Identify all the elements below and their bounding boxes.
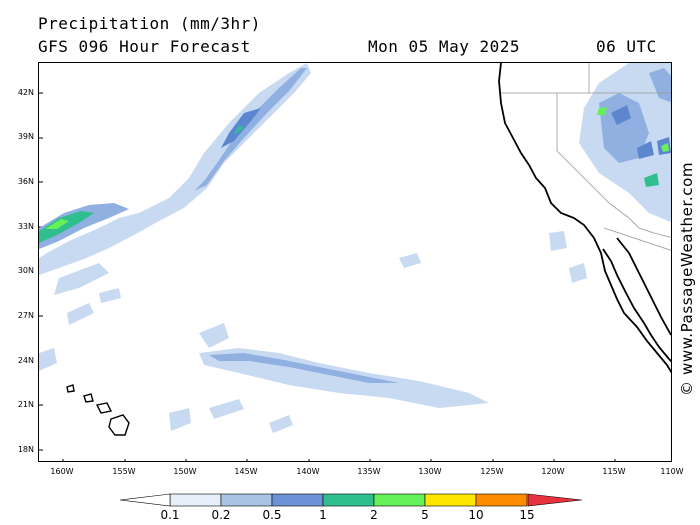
legend-level-0-5: 0.5 (262, 508, 282, 522)
lon-label-155w: 155W (112, 467, 136, 476)
lat-label-24n: 24N (17, 356, 34, 365)
lat-label-36n: 36N (17, 177, 34, 186)
legend-level-15: 15 (519, 508, 535, 522)
legend-swatch (271, 493, 324, 507)
legend-right-arrow (527, 493, 583, 507)
precipitation-map[interactable] (38, 62, 672, 462)
forecast-time: 06 UTC (596, 37, 657, 56)
lon-label-110w: 110W (660, 467, 684, 476)
lat-label-39n: 39N (17, 132, 34, 141)
legend-swatch (373, 493, 426, 507)
hawaiian-islands (66, 384, 130, 436)
lon-label-160w: 160W (50, 467, 74, 476)
lon-label-120w: 120W (541, 467, 565, 476)
legend-level-0-1: 0.1 (160, 508, 180, 522)
lat-label-42n: 42N (17, 88, 34, 97)
legend-level-5: 5 (421, 508, 429, 522)
lon-label-140w: 140W (296, 467, 320, 476)
legend-level-10: 10 (468, 508, 484, 522)
rain-band-diagonal (39, 63, 311, 275)
lat-label-33n: 33N (17, 222, 34, 231)
map-canvas (39, 63, 671, 461)
lon-label-130w: 130W (418, 467, 442, 476)
forecast-subtitle: GFS 096 Hour Forecast (38, 37, 251, 56)
lat-label-21n: 21N (17, 400, 34, 409)
lat-label-27n: 27N (17, 311, 34, 320)
legend-left-arrow (119, 493, 171, 507)
lat-label-30n: 30N (17, 266, 34, 275)
legend-swatch (424, 493, 477, 507)
axis-ticks (39, 92, 616, 461)
lon-label-135w: 135W (357, 467, 381, 476)
rain-patches-central (39, 253, 421, 433)
coastline (498, 63, 671, 374)
legend-level-2: 2 (370, 508, 378, 522)
legend-level-0-2: 0.2 (211, 508, 231, 522)
lon-label-125w: 125W (480, 467, 504, 476)
legend-level-1: 1 (319, 508, 327, 522)
legend-color-bar (169, 493, 528, 507)
legend-swatch (322, 493, 375, 507)
legend-swatch (475, 493, 528, 507)
state-borders (501, 63, 671, 251)
forecast-date: Mon 05 May 2025 (368, 37, 520, 56)
lat-label-18n: 18N (17, 445, 34, 454)
legend-swatch (220, 493, 273, 507)
rain-band-southern (199, 348, 489, 408)
legend-swatch (169, 493, 222, 507)
rain-cells-west-coast (549, 63, 671, 283)
lon-label-145w: 145W (234, 467, 258, 476)
lon-label-115w: 115W (602, 467, 626, 476)
passageweather-credit: © www.PassageWeather.com (678, 161, 696, 396)
lon-label-150w: 150W (173, 467, 197, 476)
map-title: Precipitation (mm/3hr) (38, 14, 261, 33)
